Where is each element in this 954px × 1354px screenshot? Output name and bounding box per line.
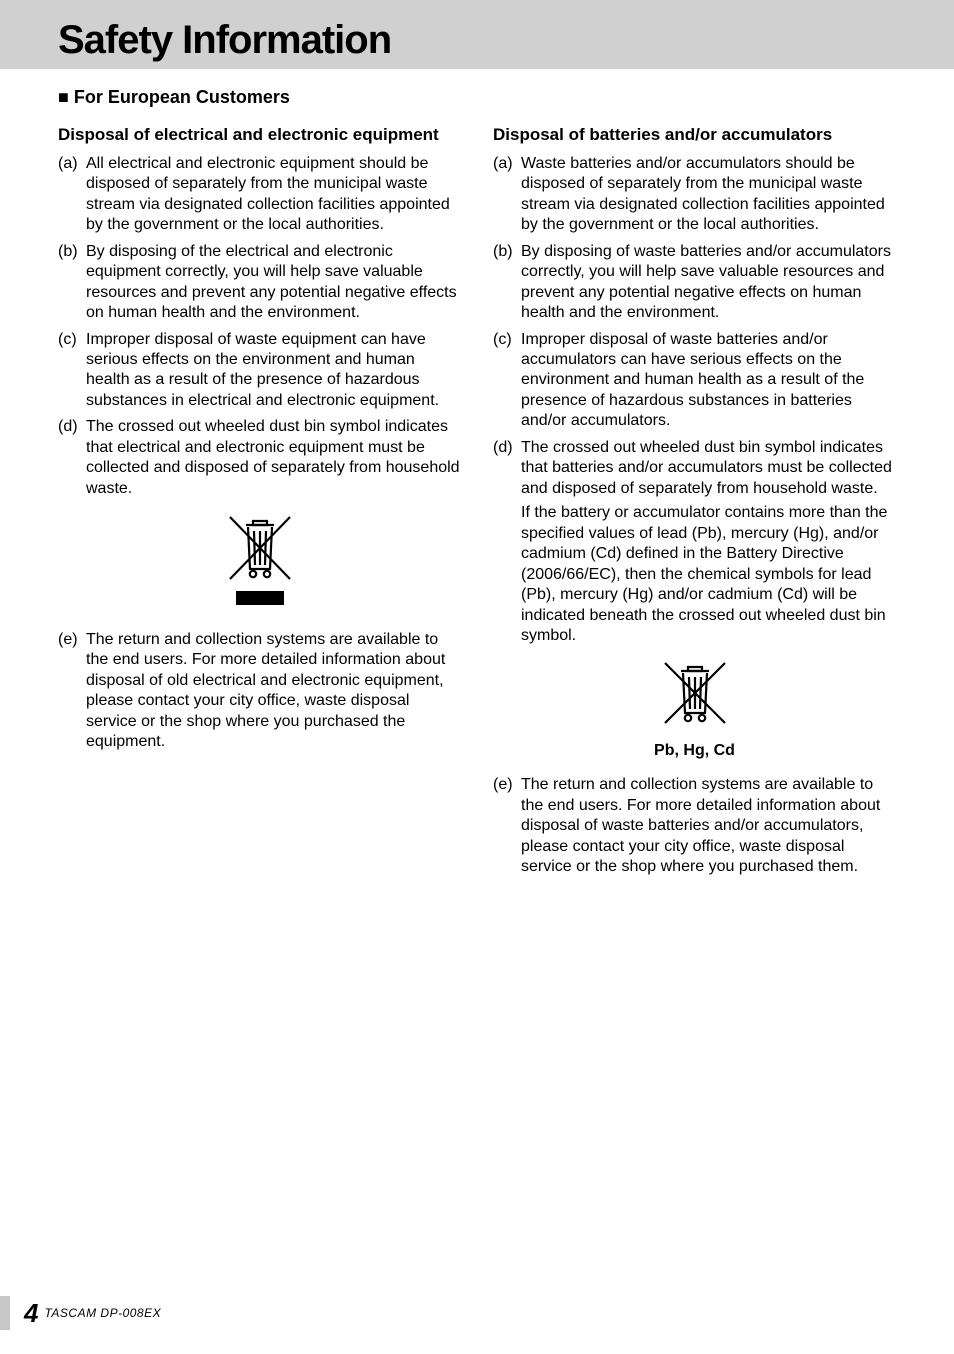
battery-bin-icon (661, 657, 729, 729)
item-letter: (a) (493, 154, 513, 174)
list-item: (c) Improper disposal of waste batteries… (493, 330, 896, 432)
weee-bin-icon (224, 509, 296, 609)
list-item: (d) The crossed out wheeled dust bin sym… (58, 417, 461, 499)
page-title: Safety Information (58, 18, 954, 63)
item-text: Improper disposal of waste batteries and… (521, 331, 864, 430)
item-letter: (d) (58, 417, 78, 437)
footer: 4 TASCAM DP-008EX (0, 1296, 161, 1330)
list-item: (b) By disposing of waste batteries and/… (493, 242, 896, 324)
item-letter: (a) (58, 154, 78, 174)
item-text: By disposing of waste batteries and/or a… (521, 243, 891, 321)
item-letter: (d) (493, 438, 513, 458)
item-letter: (c) (493, 330, 512, 350)
battery-figure: Pb, Hg, Cd (493, 657, 896, 762)
left-heading: Disposal of electrical and electronic eq… (58, 124, 461, 146)
list-item: (a) Waste batteries and/or accumulators … (493, 154, 896, 236)
item-text: Waste batteries and/or accumulators shou… (521, 155, 885, 233)
title-bar: Safety Information (0, 0, 954, 69)
list-item: (a) All electrical and electronic equipm… (58, 154, 461, 236)
columns: Disposal of electrical and electronic eq… (58, 124, 896, 884)
footer-tab (0, 1296, 10, 1330)
list-item: (b) By disposing of the electrical and e… (58, 242, 461, 324)
item-text: All electrical and electronic equipment … (86, 155, 450, 233)
battery-caption: Pb, Hg, Cd (493, 741, 896, 761)
item-text: The return and collection systems are av… (521, 776, 880, 875)
list-item: (c) Improper disposal of waste equipment… (58, 330, 461, 412)
left-column: Disposal of electrical and electronic eq… (58, 124, 461, 884)
item-text: The crossed out wheeled dust bin symbol … (521, 439, 892, 497)
item-text: By disposing of the electrical and elect… (86, 243, 457, 321)
item-letter: (b) (58, 242, 78, 262)
right-list-2: (e) The return and collection systems ar… (493, 775, 896, 877)
list-item: (d) The crossed out wheeled dust bin sym… (493, 438, 896, 647)
list-item: (e) The return and collection systems ar… (493, 775, 896, 877)
left-list: (a) All electrical and electronic equipm… (58, 154, 461, 500)
subheading: ■ For European Customers (58, 87, 896, 108)
right-heading: Disposal of batteries and/or accumulator… (493, 124, 896, 146)
item-text: The crossed out wheeled dust bin symbol … (86, 418, 460, 496)
item-text: Improper disposal of waste equipment can… (86, 331, 439, 409)
weee-figure (58, 509, 461, 615)
item-text: The return and collection systems are av… (86, 631, 445, 750)
item-letter: (e) (493, 775, 513, 795)
item-letter: (b) (493, 242, 513, 262)
product-name: TASCAM DP-008EX (44, 1306, 161, 1320)
content-area: ■ For European Customers Disposal of ele… (0, 69, 954, 884)
right-list: (a) Waste batteries and/or accumulators … (493, 154, 896, 647)
list-item: (e) The return and collection systems ar… (58, 630, 461, 753)
item-letter: (e) (58, 630, 78, 650)
item-letter: (c) (58, 330, 77, 350)
right-column: Disposal of batteries and/or accumulator… (493, 124, 896, 884)
item-extra: If the battery or accumulator contains m… (521, 503, 896, 646)
page-number: 4 (24, 1298, 38, 1329)
left-list-2: (e) The return and collection systems ar… (58, 630, 461, 753)
